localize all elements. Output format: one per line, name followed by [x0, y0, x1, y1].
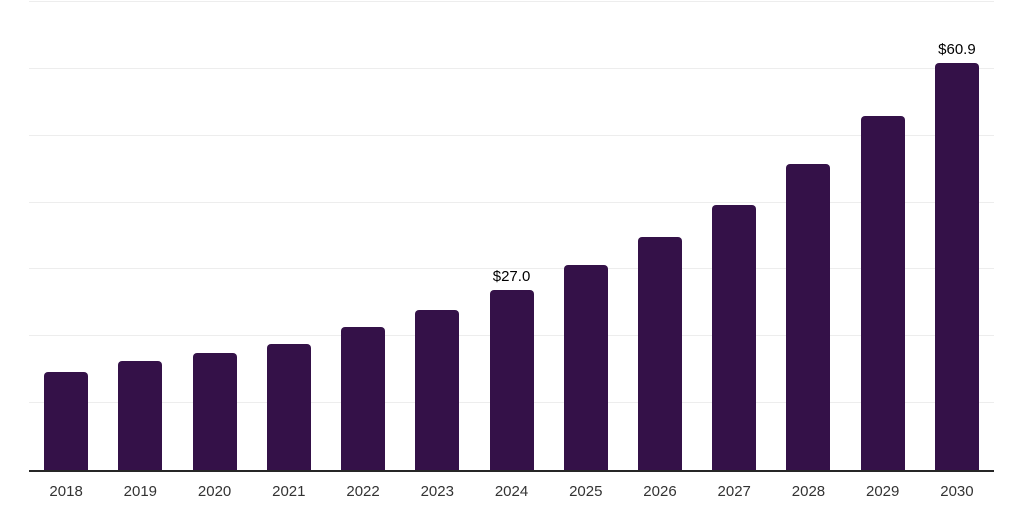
- bar: [637, 236, 682, 470]
- bar: [192, 353, 237, 470]
- x-tick-label: 2026: [643, 483, 677, 500]
- x-tick-label: 2018: [49, 483, 83, 500]
- x-tick-label: 2023: [420, 483, 454, 500]
- x-tick-label: 2028: [791, 483, 826, 500]
- bar: [860, 116, 905, 470]
- bar: [489, 289, 534, 470]
- x-tick-label: 2021: [272, 483, 306, 500]
- bar-group: [252, 2, 326, 470]
- bar: [44, 372, 89, 470]
- bar-group: [623, 2, 697, 470]
- bar: [266, 343, 311, 470]
- bar-group: [177, 2, 251, 470]
- bar: [341, 326, 386, 470]
- bar-group: [549, 2, 623, 470]
- x-tick-label: 2029: [866, 483, 900, 500]
- bar-group: [326, 2, 400, 470]
- bar: [934, 62, 979, 470]
- x-tick-label: 2022: [346, 483, 380, 500]
- bar-group: [697, 2, 771, 470]
- x-tick-label: 2027: [717, 483, 751, 500]
- x-tick-label: 2025: [569, 483, 603, 500]
- bar-group: $60.9: [920, 2, 994, 470]
- bar-group: [29, 2, 103, 470]
- bar-group: [846, 2, 920, 470]
- bar-value-label: $27.0: [492, 267, 531, 285]
- x-tick-label: 2030: [940, 483, 974, 500]
- x-tick-label: 2019: [123, 483, 158, 500]
- bar-group: [771, 2, 845, 470]
- bar-group: $27.0: [474, 2, 548, 470]
- bar-value-label: $60.9: [938, 40, 976, 58]
- bar: [118, 361, 163, 470]
- bar: [563, 265, 608, 470]
- bar-group: [103, 2, 177, 470]
- bar: [786, 163, 831, 470]
- x-axis: 2018 2019 2020 2021 2022 2023 2024 2025 2026 2027…: [29, 483, 994, 501]
- bar: [712, 204, 757, 470]
- bar-group: [400, 2, 474, 470]
- x-tick-label: 2024: [494, 483, 529, 500]
- plot-area: $27.0 $60.9: [29, 1, 994, 472]
- bar: [415, 310, 460, 470]
- x-tick-label: 2020: [197, 483, 232, 500]
